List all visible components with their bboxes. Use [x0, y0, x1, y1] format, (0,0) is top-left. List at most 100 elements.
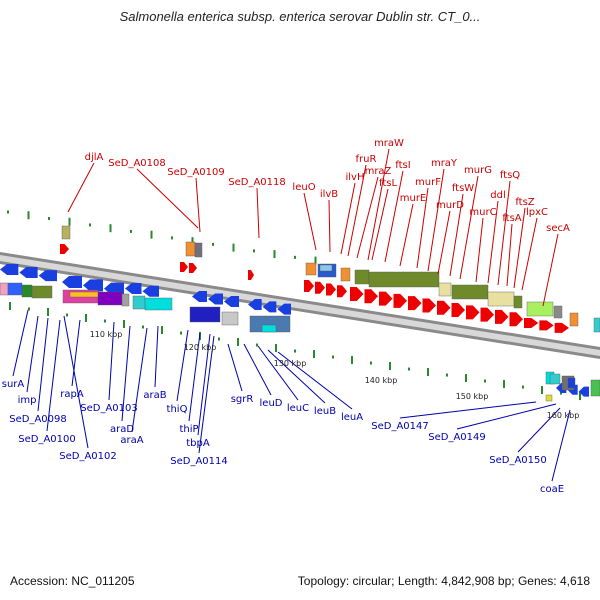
feature-block: [21, 284, 33, 298]
gene-label-SeD_A0114: SeD_A0114: [170, 456, 228, 467]
scale-label: 130 kbp: [274, 359, 307, 368]
feature-block: [526, 301, 554, 317]
leader-line: [197, 333, 211, 436]
feature-block: [590, 379, 600, 397]
reverse-gene-arrow: [19, 267, 38, 279]
feature-block: [368, 271, 440, 288]
forward-gene-arrow: [364, 289, 378, 304]
feature-block: [305, 262, 317, 276]
gene-label-araB: araB: [143, 390, 166, 401]
forward-gene-arrow: [189, 263, 197, 273]
leader-line: [154, 325, 159, 388]
forward-gene-arrow: [437, 300, 451, 315]
leader-line: [67, 162, 95, 213]
leader-line: [63, 315, 89, 449]
forward-gene-arrow: [337, 285, 347, 298]
gene-label-SeD_A0149: SeD_A0149: [428, 432, 486, 443]
gene-label-SeD_A0100: SeD_A0100: [18, 434, 76, 445]
leader-line: [449, 193, 464, 277]
gene-label-imp: imp: [18, 395, 37, 406]
gene-label-djlA: djlA: [85, 152, 104, 163]
scale-label: 120 kbp: [184, 343, 217, 352]
forward-gene-arrow: [60, 244, 69, 254]
gene-label-SeD_A0103: SeD_A0103: [80, 403, 138, 414]
feature-blocks: [0, 225, 600, 402]
forward-gene-arrow: [393, 293, 407, 308]
gene-label-ftsA: ftsA: [502, 213, 521, 224]
feature-block: [438, 282, 452, 297]
reverse-gene-arrow: [125, 283, 142, 294]
gene-label-araA: araA: [120, 435, 143, 446]
feature-block: [97, 291, 123, 306]
gene-label-SeD_A0109: SeD_A0109: [167, 167, 225, 178]
scale-label: 110 kbp: [90, 330, 123, 339]
genome-backbone: [0, 252, 600, 359]
forward-gene-arrow: [180, 262, 188, 272]
gene-label-murD: murD: [436, 200, 464, 211]
feature-block: [593, 317, 600, 333]
gene-label-rapA: rapA: [60, 389, 84, 400]
feature-block: [69, 291, 101, 298]
feature-block: [549, 373, 561, 385]
forward-gene-arrow: [539, 320, 554, 331]
gene-label-murF: murF: [415, 177, 441, 188]
gene-label-fruR: fruR: [356, 154, 377, 165]
leader-line: [12, 309, 29, 377]
forward-gene-arrow: [326, 283, 336, 296]
forward-gene-arrow: [466, 305, 480, 320]
leader-line: [328, 199, 331, 253]
leader-line: [521, 217, 538, 291]
map-title: Salmonella enterica subsp. enterica sero…: [119, 9, 481, 24]
leader-line: [195, 177, 201, 233]
gene-label-ddl: ddl: [490, 190, 505, 201]
gene-label-SeD_A0118: SeD_A0118: [228, 177, 286, 188]
forward-gene-arrow: [304, 280, 314, 292]
gene-label-sgrR: sgrR: [231, 394, 254, 405]
leader-line: [437, 210, 451, 275]
forward-gene-arrow: [350, 287, 364, 301]
gene-label-SeD_A0108: SeD_A0108: [108, 158, 166, 169]
gene-label-coaE: coaE: [540, 484, 564, 495]
leader-line: [459, 175, 479, 280]
leader-line: [256, 187, 260, 239]
gene-label-ftsZ: ftsZ: [515, 197, 534, 208]
feature-block: [545, 394, 553, 402]
gene-label-leuB: leuB: [314, 406, 336, 417]
feature-block: [451, 284, 489, 300]
leader-line: [427, 168, 445, 272]
leader-line: [46, 319, 61, 432]
reverse-gene-arrow: [208, 293, 223, 305]
reverse-gene-arrow: [104, 282, 124, 295]
reverse-gene-arrow: [38, 270, 57, 282]
gene-label-mraY: mraY: [431, 158, 458, 169]
feature-block: [185, 241, 196, 257]
gene-label-murG: murG: [464, 165, 492, 176]
leader-line: [356, 176, 379, 259]
gene-label-ftsL: ftsL: [379, 178, 397, 189]
scale-labels: 110 kbp 120 kbp 130 kbp 140 kbp 150 kbp 160 k…: [90, 330, 580, 420]
leader-line: [243, 343, 272, 396]
leader-line: [542, 233, 559, 307]
leader-line: [371, 188, 389, 261]
gene-label-thiP: thiP: [179, 424, 198, 435]
leader-line: [347, 164, 367, 257]
leader-line: [136, 168, 199, 229]
feature-block: [121, 293, 130, 307]
gene-label-ftsI: ftsI: [395, 160, 410, 171]
leader-line: [198, 335, 215, 454]
leader-line: [26, 315, 39, 393]
feature-block: [553, 305, 563, 319]
accession-label: Accession: NC_011205: [10, 574, 135, 588]
leader-line: [121, 325, 131, 422]
leader-line: [367, 148, 390, 261]
leader-line: [399, 401, 537, 419]
leader-line: [384, 170, 404, 263]
leader-line: [399, 203, 414, 267]
scale-label: 150 kbp: [456, 392, 489, 401]
gene-label-leuA: leuA: [341, 412, 363, 423]
forward-gene-arrow: [451, 303, 465, 318]
leader-line: [71, 319, 81, 387]
leader-line: [506, 223, 513, 287]
forward-gene-arrow: [248, 270, 254, 280]
